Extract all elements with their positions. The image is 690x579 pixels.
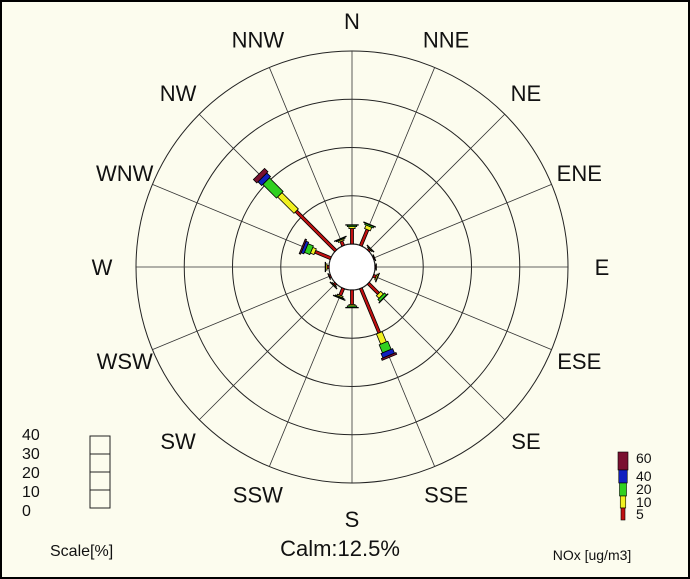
bar-n-bin-0 — [350, 228, 354, 245]
direction-label-nne: NNE — [423, 28, 469, 53]
direction-label-s: S — [345, 507, 360, 532]
direction-label-ese: ESE — [557, 349, 601, 374]
bar-nne-bin-0 — [358, 228, 370, 247]
spoke-line-nnw — [268, 67, 344, 246]
bar-nnw-bin-3 — [333, 235, 347, 242]
direction-label-se: SE — [511, 429, 540, 454]
bar-ne-bin-2 — [366, 244, 375, 253]
bar-se-bin-0 — [366, 281, 381, 296]
bar-nw-bin-0 — [294, 209, 338, 253]
legend-swatch-20 — [619, 482, 627, 497]
spoke-line-sw — [198, 282, 337, 421]
direction-label-nnw: NNW — [232, 28, 285, 53]
bar-sse-bin-4 — [380, 352, 398, 361]
direction-label-sw: SW — [160, 429, 196, 454]
direction-label-sse: SSE — [424, 482, 468, 507]
direction-label-n: N — [344, 9, 360, 34]
spoke-line-wnw — [152, 183, 331, 259]
spoke-line-se — [367, 282, 506, 421]
bar-nw-bin-4 — [252, 167, 269, 184]
bar-wsw-bin-1 — [327, 272, 332, 280]
scale-box-3 — [89, 489, 111, 509]
bar-s-bin-0 — [350, 289, 354, 305]
spoke-line-ene — [373, 183, 552, 259]
legend-swatch-60 — [617, 451, 629, 471]
scale-tick-40: 40 — [22, 427, 40, 444]
direction-label-e: E — [595, 255, 610, 280]
legend-swatch-40 — [618, 469, 628, 484]
spoke-line-ssw — [268, 288, 344, 467]
scale-tick-0: 0 — [22, 503, 31, 520]
scale-label: Scale[%] — [50, 543, 113, 560]
bar-sw-bin-2 — [329, 281, 338, 290]
scale-box-0 — [89, 435, 111, 455]
direction-label-ssw: SSW — [233, 482, 283, 507]
bar-wnw-bin-0 — [314, 249, 332, 261]
direction-label-wnw: WNW — [96, 161, 154, 186]
direction-label-w: W — [92, 255, 113, 280]
bar-ssw-bin-3 — [332, 294, 346, 301]
bar-wnw-bin-4 — [298, 238, 308, 255]
bar-ssw-bin-0 — [338, 287, 346, 297]
spoke-line-ne — [367, 113, 506, 252]
scale-box-2 — [89, 471, 111, 491]
legend-label-60: 60 — [636, 450, 652, 466]
spoke-line-ese — [373, 275, 552, 351]
legend-label-10: 10 — [636, 494, 652, 510]
scale-tick-20: 20 — [22, 465, 40, 482]
direction-label-ene: ENE — [557, 161, 602, 186]
legend-label-5: 5 — [636, 506, 644, 522]
bar-ene-bin-1 — [372, 254, 377, 262]
scale-tick-10: 10 — [22, 484, 40, 501]
legend-label-40: 40 — [636, 468, 652, 484]
direction-label-ne: NE — [511, 81, 542, 106]
spoke-line-nne — [360, 67, 436, 246]
legend-swatch-5 — [620, 507, 626, 521]
pollutant-label: NOx [ug/m3] — [553, 547, 632, 563]
scale-tick-30: 30 — [22, 446, 40, 463]
bar-nw-bin-1 — [277, 192, 299, 214]
bar-ese-bin-2 — [374, 272, 381, 283]
bar-nne-bin-3 — [363, 221, 377, 228]
legend-swatch-10 — [619, 495, 627, 509]
legend-label-20: 20 — [636, 481, 652, 497]
direction-label-nw: NW — [160, 81, 197, 106]
bar-se-bin-3 — [378, 293, 389, 304]
direction-label-wsw: WSW — [97, 349, 153, 374]
calm-label: Calm:12.5% — [280, 536, 400, 561]
spoke-line-wsw — [152, 275, 331, 351]
scale-box-1 — [89, 453, 111, 473]
